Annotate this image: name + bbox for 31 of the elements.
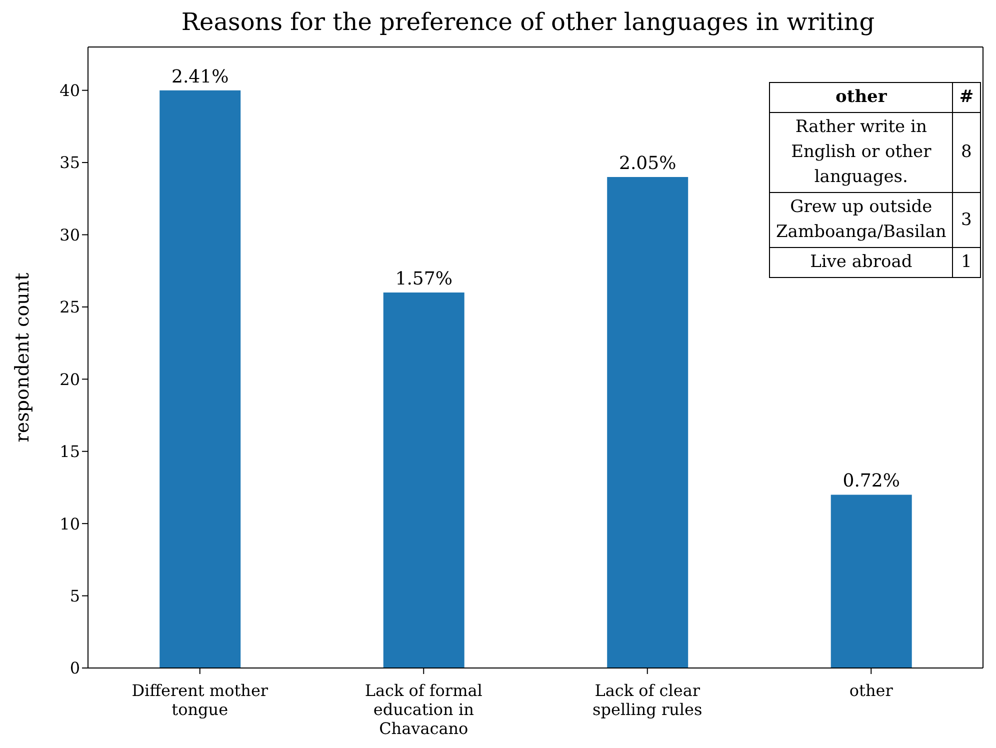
annotation: Grew up outside Zamboanga/Basilan <box>770 192 953 248</box>
y-tick-label: 0 <box>70 658 80 678</box>
annotation: 1.57% <box>395 268 452 290</box>
annotation: Live abroad <box>770 248 953 278</box>
y-tick-label: 35 <box>60 153 80 172</box>
y-tick-label: 15 <box>60 442 80 462</box>
annotation: 2.41% <box>172 66 229 88</box>
annotation: other <box>770 82 953 112</box>
x-tick-label: other <box>849 681 894 700</box>
annotation: 1 <box>952 248 980 278</box>
annotation: 3 <box>952 192 980 248</box>
y-tick-label: 25 <box>60 298 80 317</box>
annotation: # <box>952 82 980 112</box>
y-tick-label: 10 <box>60 514 80 534</box>
y-tick-label: 5 <box>70 586 80 606</box>
chart-title: Reasons for the preference of other languages in writing <box>180 8 876 38</box>
y-tick-label: 40 <box>60 81 80 100</box>
y-tick-label: 20 <box>60 370 80 389</box>
annotation: 2.05% <box>619 152 676 174</box>
bar <box>160 90 241 668</box>
y-tick-label: 30 <box>60 225 80 244</box>
x-tick-label: Different mother tongue <box>132 681 268 719</box>
bar <box>607 176 688 668</box>
annotation: 8 <box>952 112 980 192</box>
annotation: Rather write in English or other languages. <box>770 112 953 192</box>
bar <box>830 494 912 668</box>
y-axis-title: respondent count <box>12 272 34 442</box>
x-tick-label: Lack of formal education in Chavacano <box>364 681 482 738</box>
bar <box>383 292 464 668</box>
annotation: 0.72% <box>842 470 900 492</box>
x-tick-label: Lack of clear spelling rules <box>592 681 702 719</box>
